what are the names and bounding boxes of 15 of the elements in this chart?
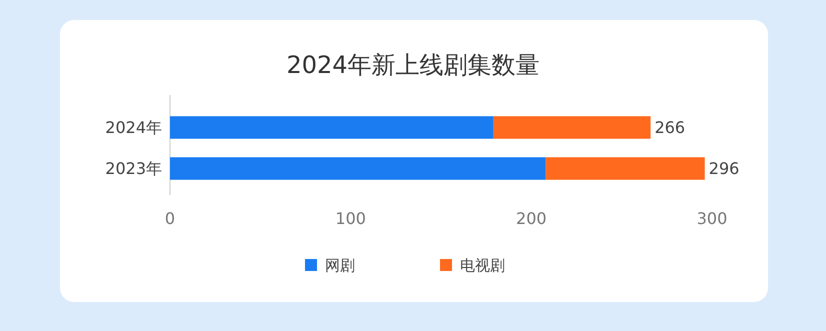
x-tick-label: 200 xyxy=(516,209,547,228)
bar xyxy=(493,116,651,139)
total-label: 266 xyxy=(654,118,686,138)
x-tick-label: 100 xyxy=(335,209,366,228)
y-tick-label: 2023年 xyxy=(105,159,162,178)
x-tick-label: 300 xyxy=(696,209,728,228)
legend-label: 网剧 xyxy=(325,256,355,274)
chart-title: 2024年新上线剧集数量 xyxy=(286,51,540,79)
x-tick-label: 0 xyxy=(164,209,176,228)
total-label: 296 xyxy=(708,159,740,178)
bar xyxy=(546,157,705,180)
y-tick-label: 2024年 xyxy=(105,118,162,138)
bar xyxy=(170,116,494,139)
bar xyxy=(170,157,546,180)
legend-label: 电视剧 xyxy=(460,256,505,274)
